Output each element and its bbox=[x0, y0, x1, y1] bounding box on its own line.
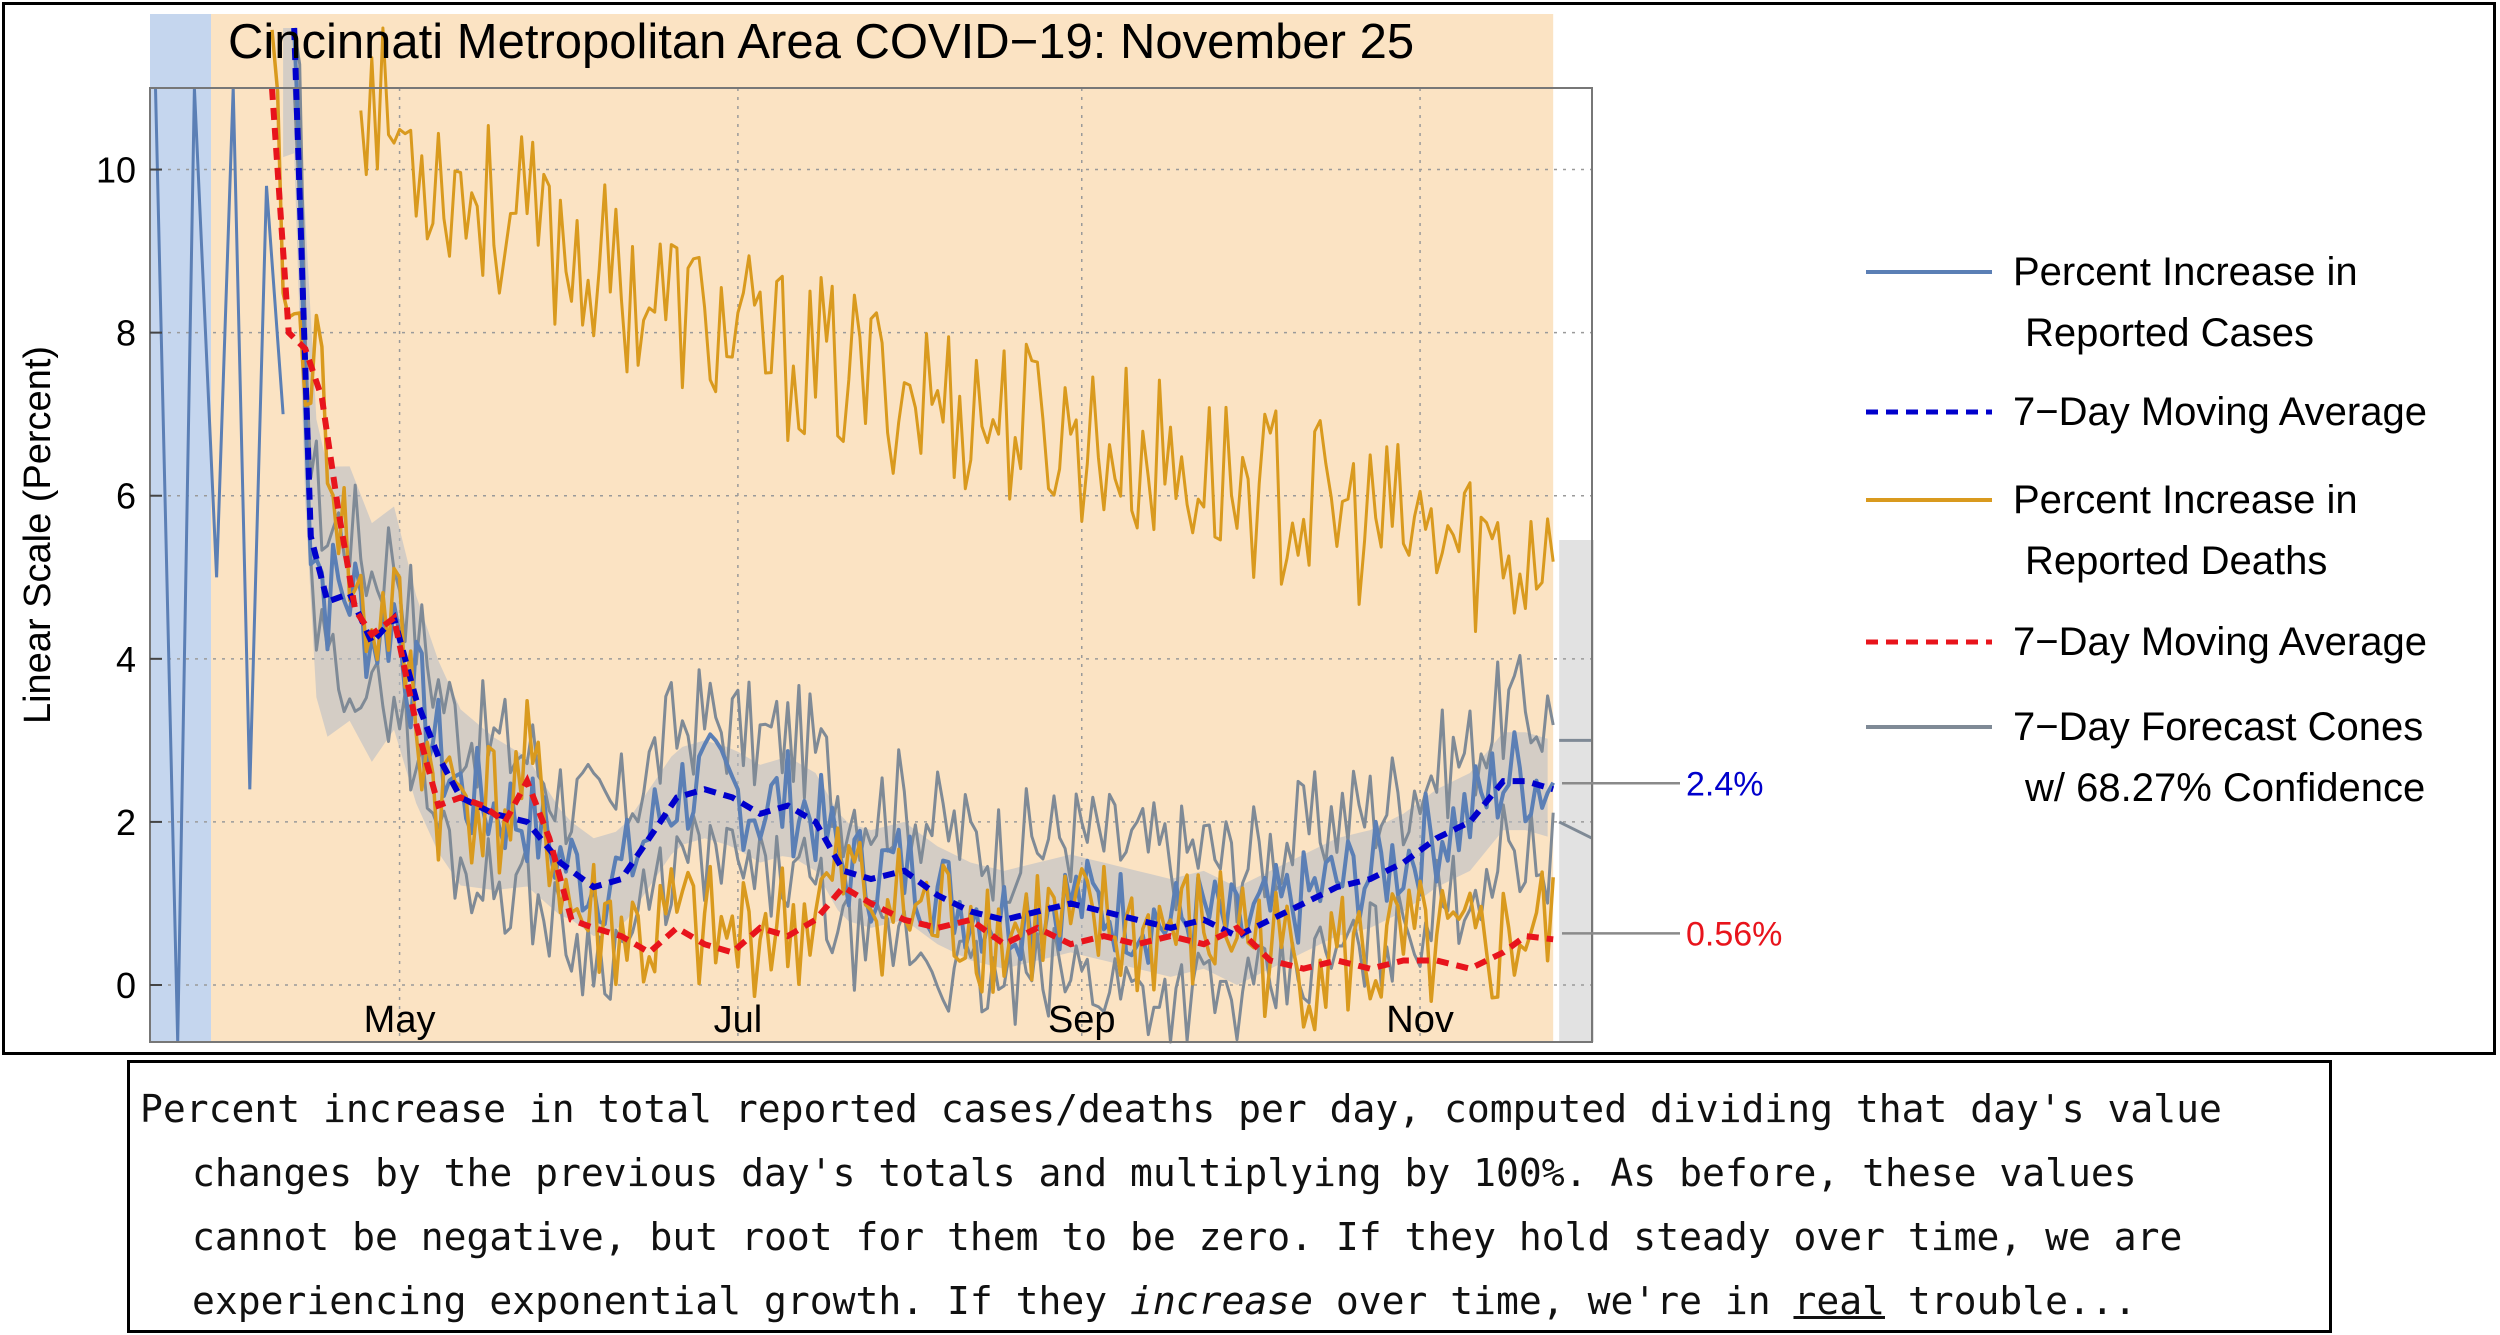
forecast-right-lower bbox=[1558, 820, 1593, 840]
caption-line-1: Percent increase in total reported cases… bbox=[140, 1087, 2222, 1131]
caption-line-3: cannot be negative, but root for them to… bbox=[192, 1215, 2183, 1259]
legend-label-deaths: Percent Increase in bbox=[2013, 478, 2358, 522]
y-tick-label-2: 4 bbox=[116, 639, 136, 680]
chart: 0 2 4 6 8 10 May Jul Sep Nov 2.4% 0.56% Cincinnati … bbox=[17, 14, 2427, 1044]
legend-label-cases_avg: 7−Day Moving Average bbox=[2013, 390, 2427, 434]
cases-early-spikes bbox=[154, 87, 285, 1043]
caption-line-4: experiencing exponential growth. If they… bbox=[140, 1269, 2319, 1333]
caption-emphasis: increase bbox=[1130, 1279, 1314, 1323]
legend-label-cases: Percent Increase in bbox=[2013, 250, 2358, 294]
y-tick-label-4: 8 bbox=[116, 313, 136, 354]
legend-sublabel-deaths: Reported Deaths bbox=[2025, 539, 2327, 583]
forecast-region bbox=[1559, 540, 1594, 1042]
y-tick-label-5: 10 bbox=[96, 150, 136, 191]
y-axis-label: Linear Scale (Percent) bbox=[17, 346, 59, 724]
legend-sublabel-forecast: w/ 68.27% Confidence bbox=[2024, 766, 2425, 810]
y-tick-label-0: 0 bbox=[116, 965, 136, 1006]
caption-line-4-end: trouble... bbox=[1884, 1279, 2137, 1323]
cases_avg-line bbox=[291, 27, 1555, 940]
caption-line-4-mid: over time, we're in bbox=[1313, 1279, 1794, 1323]
x-tick-label-2: Sep bbox=[1048, 999, 1116, 1041]
caption-line-2: changes by the previous day's totals and… bbox=[192, 1151, 2137, 1195]
y-tick-label-1: 2 bbox=[116, 802, 136, 843]
chart-title: Cincinnati Metropolitan Area COVID−19: N… bbox=[228, 15, 1414, 69]
y-tick-label-3: 6 bbox=[116, 476, 136, 517]
x-tick-label-0: May bbox=[364, 999, 436, 1041]
plot-frame bbox=[149, 87, 1593, 1043]
caption-box: Percent increase in total reported cases… bbox=[127, 1060, 2332, 1333]
legend-label-deaths_avg: 7−Day Moving Average bbox=[2013, 620, 2427, 664]
forecast-cone-upper-line bbox=[292, 27, 1555, 924]
x-tick-label-3: Nov bbox=[1386, 999, 1454, 1041]
caption-underline: real bbox=[1793, 1279, 1885, 1323]
deaths-upper-line bbox=[359, 26, 1555, 633]
caption-line-4-start: experiencing exponential growth. If they bbox=[192, 1279, 1130, 1323]
deaths-raw-line bbox=[270, 29, 1555, 1032]
legend-sublabel-cases: Reported Cases bbox=[2025, 311, 2314, 355]
annotation-label-0: 2.4% bbox=[1686, 765, 1764, 803]
deaths_avg-line bbox=[269, 87, 1554, 972]
legend-label-forecast: 7−Day Forecast Cones bbox=[2013, 705, 2423, 749]
plot-area: 0 2 4 6 8 10 May Jul Sep Nov 2.4% 0.56% bbox=[96, 14, 1782, 1044]
legend: Percent Increase in Reported Cases 7−Day M… bbox=[1866, 250, 2427, 810]
x-tick-label-1: Jul bbox=[714, 999, 763, 1041]
annotation-label-1: 0.56% bbox=[1686, 915, 1782, 953]
